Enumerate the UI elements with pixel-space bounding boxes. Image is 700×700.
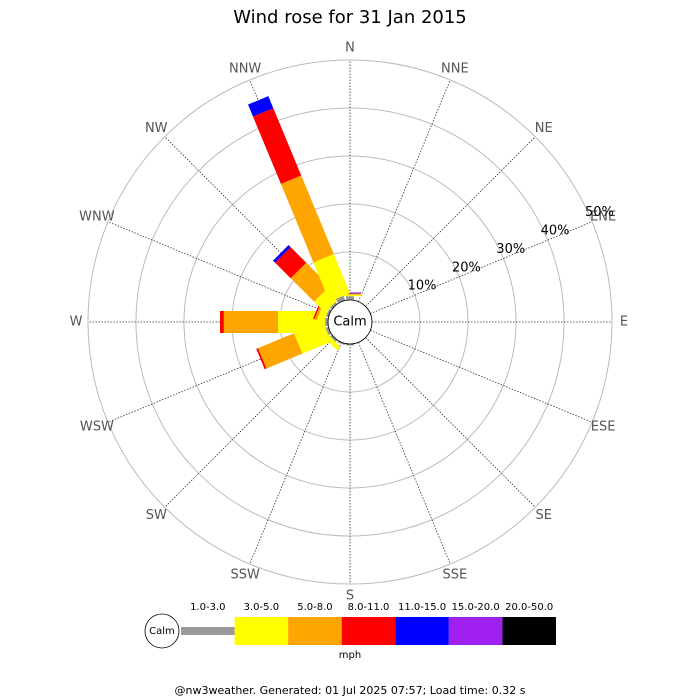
legend-label: 8.0-11.0 <box>348 602 390 613</box>
spoke <box>365 136 536 307</box>
direction-label: ENE <box>590 210 616 225</box>
legend-calm-circle <box>144 613 180 649</box>
direction-label: N <box>345 41 355 56</box>
wind-bar-segment <box>336 295 346 304</box>
wind-bar-segment <box>256 348 267 370</box>
direction-label: W <box>70 315 83 330</box>
legend-swatch <box>341 617 396 645</box>
direction-label: WSW <box>80 419 114 434</box>
direction-label: E <box>620 315 628 330</box>
direction-label: NW <box>145 121 168 136</box>
direction-label: ESE <box>591 419 616 434</box>
wind-bar-segment <box>346 344 354 346</box>
wind-bar-segment <box>273 245 291 263</box>
legend-swatch <box>395 617 449 645</box>
spoke <box>370 221 593 314</box>
wind-bar-segment <box>223 311 279 333</box>
wind-bar-segment <box>313 254 350 302</box>
ring-label: 10% <box>408 279 437 294</box>
chart-title: Wind rose for 31 Jan 2015 <box>233 7 467 28</box>
spoke <box>358 79 451 302</box>
ring-label: 30% <box>496 242 525 257</box>
ring-label: 20% <box>452 260 481 275</box>
wind-bar-segment <box>280 175 334 263</box>
direction-label: NE <box>535 121 553 136</box>
wind-bar-segment <box>252 108 302 184</box>
direction-label: NNW <box>229 61 261 76</box>
spoke <box>365 337 536 508</box>
calm-label: Calm <box>333 315 366 330</box>
ring-label: 50% <box>585 205 614 220</box>
direction-label: SE <box>536 508 552 523</box>
wind-bar-segment <box>325 326 332 336</box>
spoke <box>164 337 335 508</box>
legend-label: 15.0-20.0 <box>452 602 500 613</box>
legend-swatch <box>288 617 342 645</box>
direction-label: WNW <box>79 210 115 225</box>
legend-swatch <box>234 617 289 645</box>
wind-bar-segment <box>339 293 361 295</box>
wind-bar-segment <box>329 334 338 343</box>
legend-label: 1.0-3.0 <box>190 602 225 613</box>
spoke <box>358 342 451 565</box>
wind-bar-segment <box>325 308 332 318</box>
legend-label: 3.0-5.0 <box>244 602 279 613</box>
legend-calm-label: Calm <box>149 626 175 637</box>
spoke <box>249 342 342 565</box>
direction-label: S <box>346 589 354 604</box>
legend-swatch <box>181 627 235 635</box>
direction-label: SSW <box>230 568 260 583</box>
ring <box>87 59 613 585</box>
wind-bar-segment <box>325 318 329 326</box>
wind-bar-segment <box>346 296 354 300</box>
legend-swatch <box>448 617 503 645</box>
wind-bar-segment <box>329 301 338 310</box>
legend-unit: mph <box>339 650 361 661</box>
legend-label: 5.0-8.0 <box>297 602 332 613</box>
wind-bar-segment <box>275 247 307 279</box>
spoke <box>370 330 593 423</box>
direction-label: SSE <box>442 568 467 583</box>
calm-circle <box>327 299 373 345</box>
legend-swatch <box>502 617 556 645</box>
direction-label: NNE <box>441 61 469 76</box>
legend-label: 11.0-15.0 <box>398 602 446 613</box>
wind-bar-segment <box>290 262 330 302</box>
wind-bar-segment <box>248 96 274 117</box>
wind-bar-segment <box>339 294 361 297</box>
spoke <box>107 221 330 314</box>
wind-bar-segment <box>258 333 303 369</box>
wind-bar-segment <box>220 311 224 333</box>
footer: @nw3weather. Generated: 01 Jul 2025 07:5… <box>175 684 526 697</box>
wind-bar-segment <box>278 311 326 333</box>
ring-label: 40% <box>541 224 570 239</box>
direction-label: SW <box>146 508 167 523</box>
legend-label: 20.0-50.0 <box>505 602 553 613</box>
wind-bar-segment <box>337 340 346 346</box>
